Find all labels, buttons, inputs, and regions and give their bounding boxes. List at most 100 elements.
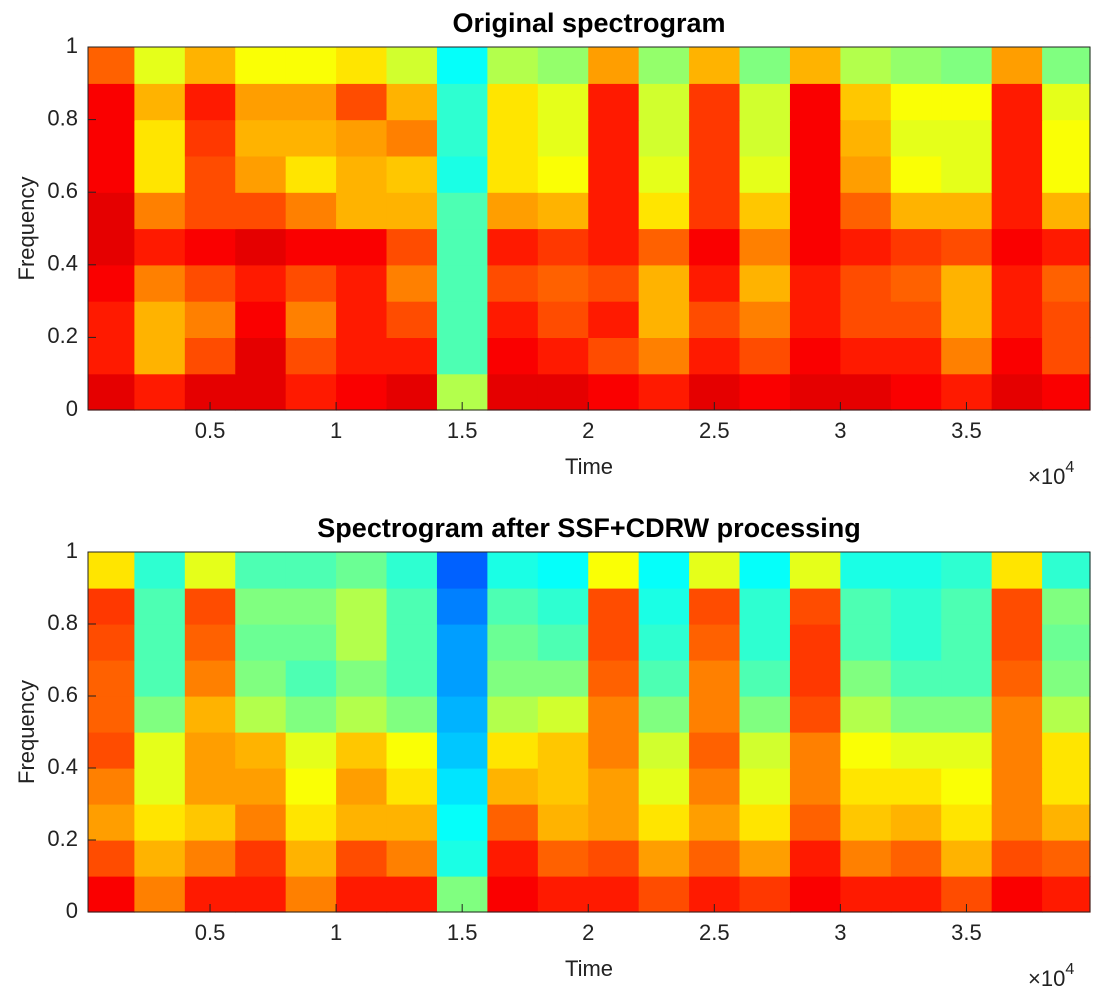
heat-cell (285, 624, 337, 661)
heat-cell (739, 264, 791, 302)
heat-cell (537, 552, 589, 589)
heat-cell (184, 119, 236, 157)
heat-cell (991, 192, 1043, 230)
heat-cell (991, 588, 1043, 625)
heat-cell (638, 840, 690, 877)
x-scale-base: ×10 (1028, 464, 1065, 489)
heat-cell (336, 264, 388, 302)
heat-cell (436, 47, 488, 84)
heat-cell (336, 155, 388, 193)
heat-cell (941, 624, 993, 661)
heat-cell (487, 624, 539, 661)
heat-cell (235, 552, 287, 589)
heat-cell (588, 732, 640, 769)
heat-cell (235, 732, 287, 769)
heat-cell (689, 192, 741, 230)
heat-cell (689, 840, 741, 877)
y-tick-label: 0.8 (47, 610, 78, 635)
heat-cell (941, 588, 993, 625)
heat-cell (487, 192, 539, 230)
heat-cell (840, 660, 892, 697)
heat-cell (336, 588, 388, 625)
heat-cell (890, 768, 942, 805)
heat-cell (588, 83, 640, 121)
heat-cell (840, 588, 892, 625)
y-tick-label: 0.4 (47, 251, 78, 276)
heat-cell (134, 660, 186, 697)
heat-cell (386, 696, 438, 733)
heat-cell (840, 155, 892, 193)
heat-cell (184, 588, 236, 625)
heat-cell (789, 768, 841, 805)
heat-cell (1042, 624, 1091, 661)
heat-cell (184, 768, 236, 805)
heat-cell (1042, 876, 1091, 913)
heat-cell (689, 588, 741, 625)
heat-cell (638, 732, 690, 769)
heat-cell (235, 301, 287, 338)
heat-cell (88, 876, 135, 913)
heat-cell (537, 192, 589, 230)
heat-cell (386, 732, 438, 769)
heat-cell (235, 660, 287, 697)
heat-cell (689, 768, 741, 805)
heat-cell (739, 228, 791, 266)
heat-cell (134, 588, 186, 625)
heat-cell (789, 552, 841, 589)
heat-cell (739, 732, 791, 769)
heat-cell (184, 660, 236, 697)
heat-cell (487, 373, 539, 411)
heat-cell (88, 192, 135, 230)
heat-cell (336, 337, 388, 375)
heat-cell (890, 47, 942, 84)
x-tick-label: 1.5 (447, 920, 478, 945)
heat-cell (638, 696, 690, 733)
heat-cell (1042, 264, 1091, 302)
heat-cell (487, 301, 539, 338)
heat-cell (184, 301, 236, 338)
heat-cell (991, 624, 1043, 661)
heat-cell (436, 155, 488, 193)
heat-cell (134, 119, 186, 157)
heat-cell (487, 840, 539, 877)
heat-cell (537, 264, 589, 302)
x-tick-label: 2.5 (699, 418, 730, 443)
heat-cell (537, 840, 589, 877)
heat-cell (184, 804, 236, 841)
heat-cell (1042, 696, 1091, 733)
heat-cell (840, 301, 892, 338)
heat-cell (88, 624, 135, 661)
heat-cell (991, 373, 1043, 411)
heat-cell (638, 228, 690, 266)
axes-box (87, 551, 1091, 913)
heat-cell (336, 732, 388, 769)
heat-cell (134, 696, 186, 733)
heat-cell (134, 768, 186, 805)
heat-cell (285, 696, 337, 733)
heat-cell (789, 264, 841, 302)
x-tick-label: 2 (582, 920, 594, 945)
heat-cell (890, 552, 942, 589)
heat-cell (88, 155, 135, 193)
heat-cell (991, 552, 1043, 589)
heat-cell (88, 840, 135, 877)
heat-cell (487, 47, 539, 84)
heat-cell (638, 660, 690, 697)
heat-cell (991, 768, 1043, 805)
heat-cell (840, 119, 892, 157)
heat-cell (537, 47, 589, 84)
heat-cell (941, 47, 993, 84)
heat-cell (991, 696, 1043, 733)
heat-cell (285, 840, 337, 877)
heat-cell (890, 337, 942, 375)
heat-cell (1042, 228, 1091, 266)
heat-cell (386, 588, 438, 625)
heat-cell (588, 192, 640, 230)
heat-cell (588, 768, 640, 805)
heat-cell (991, 876, 1043, 913)
heat-cell (386, 768, 438, 805)
x-tick-label: 0.5 (195, 418, 226, 443)
heat-cell (991, 804, 1043, 841)
heat-cell (386, 624, 438, 661)
heat-cell (184, 264, 236, 302)
